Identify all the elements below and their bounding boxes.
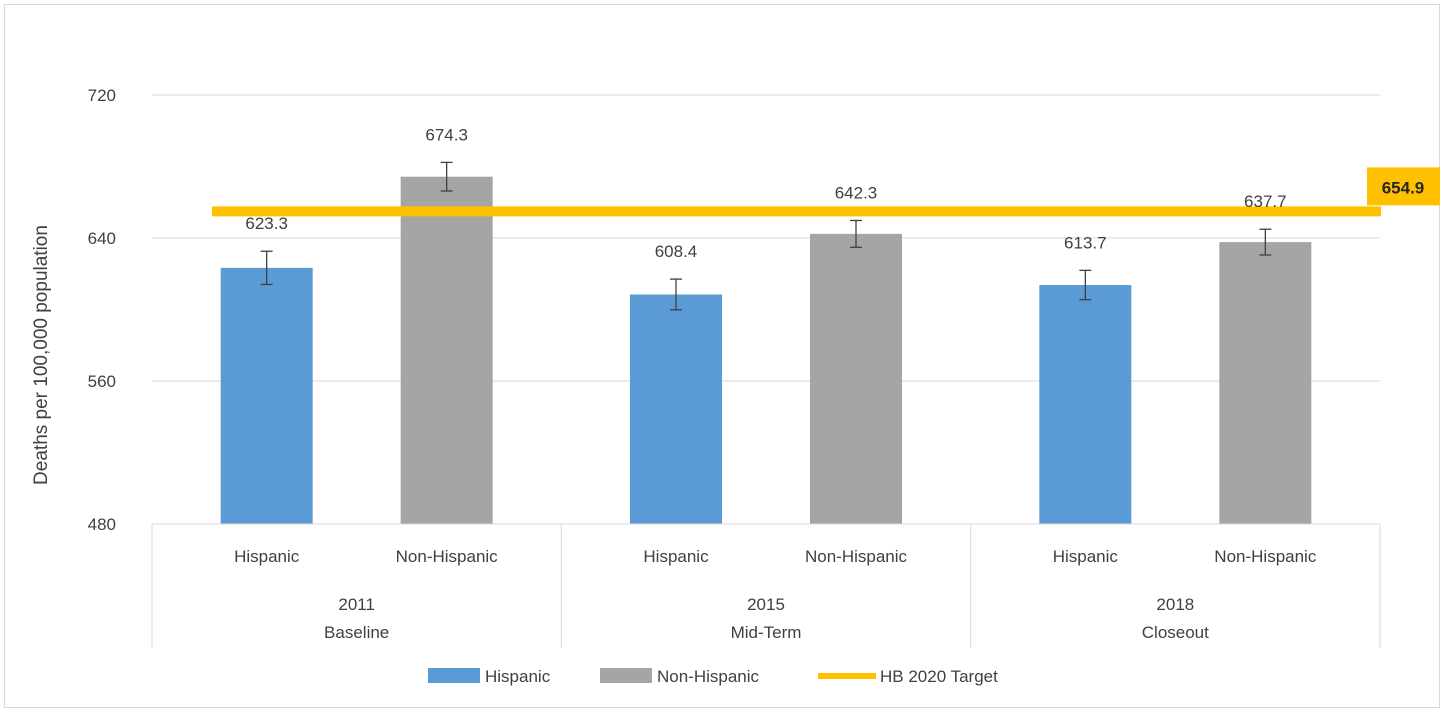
data-label: 623.3	[245, 214, 288, 233]
group-period-label: Mid-Term	[731, 623, 802, 642]
data-label: 642.3	[835, 183, 878, 202]
category-label: Non-Hispanic	[396, 547, 499, 566]
target-label: 654.9	[1382, 178, 1425, 197]
bar	[810, 233, 902, 525]
group-period-label: Closeout	[1142, 623, 1209, 642]
group-year-label: 2015	[747, 595, 785, 614]
category-label: Non-Hispanic	[805, 547, 908, 566]
category-label: Hispanic	[1053, 547, 1119, 566]
legend-label: Non-Hispanic	[657, 667, 760, 686]
category-label: Hispanic	[234, 547, 300, 566]
y-tick-label: 560	[88, 372, 116, 391]
y-tick-label: 640	[88, 229, 116, 248]
group-year-label: 2011	[338, 595, 375, 614]
bar	[1219, 242, 1312, 524]
data-label: 608.4	[655, 242, 698, 261]
bar	[1039, 285, 1132, 524]
y-axis-ticks: 480 560 640 720	[88, 86, 116, 534]
target-line-group: 654.9	[212, 167, 1440, 217]
bar	[220, 267, 313, 524]
data-label: 674.3	[425, 125, 468, 144]
x-axis: Hispanic Non-Hispanic 2011 Baseline Hispanic…	[151, 523, 1381, 648]
bars	[220, 176, 1312, 525]
group-period-label: Baseline	[324, 623, 389, 642]
group-year-label: 2018	[1156, 595, 1194, 614]
error-bars	[260, 161, 1272, 311]
legend-swatch	[600, 668, 652, 683]
category-label: Non-Hispanic	[1214, 547, 1317, 566]
y-axis-label: Deaths per 100,000 population	[31, 225, 52, 485]
data-label: 613.7	[1064, 233, 1107, 252]
gridlines	[152, 94, 1380, 525]
y-tick-label: 480	[88, 515, 116, 534]
bar	[630, 294, 722, 524]
target-label-box	[1367, 167, 1440, 206]
bar	[400, 176, 493, 524]
data-labels: 623.3 608.4 613.7 674.3 642.3 637.7	[245, 125, 1286, 261]
legend: Hispanic Non-Hispanic HB 2020 Target	[428, 667, 998, 686]
y-tick-label: 720	[88, 86, 116, 105]
category-label: Hispanic	[643, 547, 709, 566]
legend-swatch	[428, 668, 480, 683]
data-label: 637.7	[1244, 192, 1287, 211]
legend-label: Hispanic	[485, 667, 551, 686]
legend-label: HB 2020 Target	[880, 667, 998, 686]
